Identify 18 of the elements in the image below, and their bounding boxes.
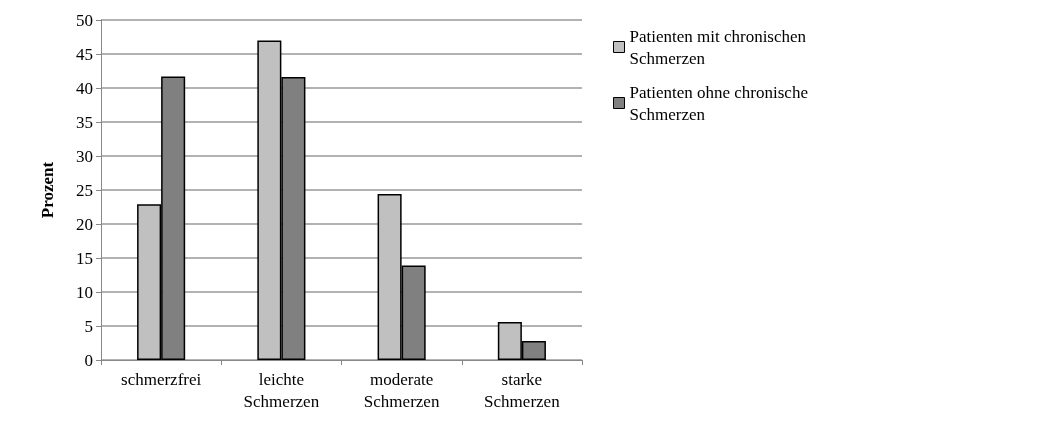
x-tick-label: leichte Schmerzen <box>243 369 320 411</box>
y-axis-title: Prozent <box>38 161 57 219</box>
y-tick-label: 20 <box>76 214 93 234</box>
y-tick-label: 5 <box>84 316 93 336</box>
x-tick-label: schmerzfrei <box>121 369 202 389</box>
y-tick-label: 10 <box>76 282 93 302</box>
legend-label: Patienten mit chronischen Schmerzen <box>629 26 811 68</box>
x-tick-label: moderate Schmerzen <box>363 369 440 411</box>
y-tick-label: 50 <box>76 10 93 30</box>
legend-label: Patienten ohne chronische Schmerzen <box>629 82 813 124</box>
x-tick-label: starke Schmerzen <box>484 369 561 411</box>
y-tick-label: 15 <box>76 248 93 268</box>
y-tick-label: 0 <box>84 350 93 370</box>
y-tick-label: 30 <box>76 146 93 166</box>
y-tick-label: 45 <box>76 44 93 64</box>
y-tick-label: 35 <box>76 112 93 132</box>
y-tick-label: 25 <box>76 180 93 200</box>
y-tick-label: 40 <box>76 78 93 98</box>
